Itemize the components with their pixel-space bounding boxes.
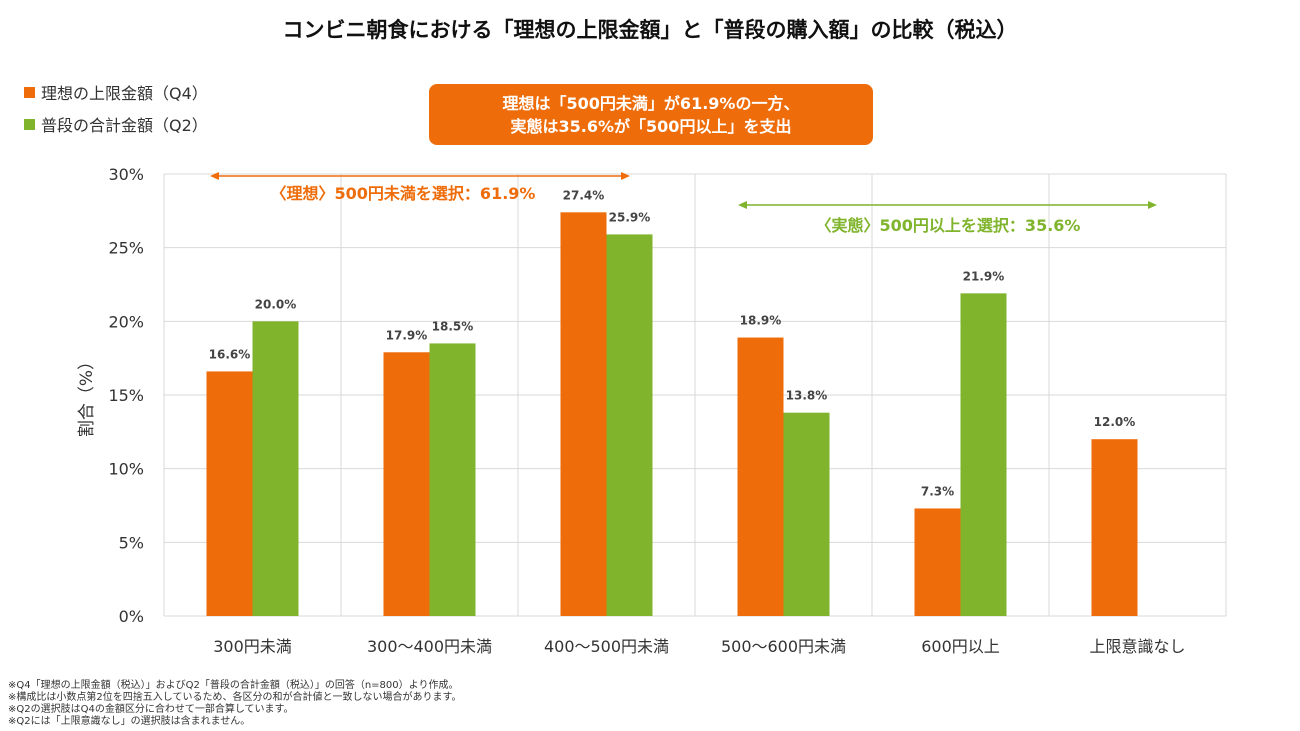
bar-ideal (914, 508, 961, 616)
ideal-range-arrow-arrowhead-right (621, 172, 630, 180)
bar-actual (606, 234, 653, 616)
y-tick-label: 30% (108, 165, 144, 184)
legend: 理想の上限金額（Q4） 普段の合計金額（Q2） (24, 76, 208, 140)
legend-swatch-ideal (24, 86, 35, 98)
actual-range-arrow-arrowhead-left (738, 201, 747, 209)
data-label: 16.6% (209, 347, 251, 361)
chart-title: コンビニ朝食における「理想の上限金額」と「普段の購入額」の比較（税込） (282, 18, 1018, 42)
y-tick-label: 5% (119, 533, 144, 552)
bar-ideal (560, 212, 607, 616)
y-tick-label: 0% (119, 607, 144, 626)
bar-actual (252, 321, 299, 616)
callout-box: 理想は「500円未満」が61.9%の一方、 実態は35.6%が「500円以上」を… (429, 84, 873, 145)
data-label: 27.4% (563, 188, 605, 202)
y-tick-label: 25% (108, 239, 144, 258)
data-label: 18.5% (432, 319, 474, 333)
footnote-2: ※構成比は小数点第2位を四捨五入しているため、各区分の和が合計値と一致しない場合… (8, 692, 462, 703)
y-tick-label: 15% (108, 386, 144, 405)
y-axis-label: 割合（%） (77, 353, 97, 437)
callout-line-2: 実態は35.6%が「500円以上」を支出 (510, 116, 792, 136)
ideal-range-label: 〈理想〉500円未満を選択：61.9% (271, 184, 536, 203)
footnote-1: ※Q4「理想の上限金額（税込）」およびQ2「普段の合計金額（税込）」の回答（n=… (8, 680, 459, 691)
legend-label-ideal: 理想の上限金額（Q4） (41, 84, 208, 103)
actual-range-arrow-arrowhead-right (1148, 201, 1157, 209)
footnote-4: ※Q2には「上限意識なし」の選択肢は含まれません。 (8, 716, 251, 727)
legend-swatch-actual (24, 118, 35, 130)
x-tick-label: 400～500円未満 (544, 637, 669, 656)
data-label: 12.0% (1094, 415, 1136, 429)
data-label: 13.8% (786, 389, 828, 403)
x-tick-label: 300円未満 (213, 637, 292, 656)
bar-ideal (1091, 439, 1138, 616)
callout-line-1: 理想は「500円未満」が61.9%の一方、 (502, 93, 800, 113)
bar-actual (960, 293, 1007, 616)
y-tick-label: 10% (108, 460, 144, 479)
footnotes: ※Q4「理想の上限金額（税込）」およびQ2「普段の合計金額（税込）」の回答（n=… (8, 680, 461, 728)
legend-item-ideal: 理想の上限金額（Q4） (24, 76, 208, 108)
x-tick-label: 500～600円未満 (721, 637, 846, 656)
bar-ideal (383, 352, 430, 616)
legend-item-actual: 普段の合計金額（Q2） (24, 108, 208, 140)
y-tick-label: 20% (108, 312, 144, 331)
actual-range-label: 〈実態〉500円以上を選択：35.6% (816, 216, 1081, 235)
data-label: 18.9% (740, 314, 782, 328)
x-tick-label: 600円以上 (921, 637, 1000, 656)
bar-ideal (206, 371, 253, 616)
bar-actual (429, 343, 476, 616)
data-label: 25.9% (609, 210, 651, 224)
data-label: 21.9% (963, 269, 1005, 283)
data-label: 17.9% (386, 328, 428, 342)
data-label: 20.0% (255, 297, 297, 311)
footnote-3: ※Q2の選択肢はQ4の金額区分に合わせて一部合算しています。 (8, 704, 294, 715)
bar-ideal (737, 337, 784, 616)
x-tick-label: 上限意識なし (1089, 637, 1185, 656)
bar-actual (783, 412, 830, 616)
ideal-range-arrow-arrowhead-left (210, 172, 219, 180)
x-tick-label: 300～400円未満 (367, 637, 492, 656)
legend-label-actual: 普段の合計金額（Q2） (41, 116, 208, 135)
data-label: 7.3% (921, 484, 954, 498)
